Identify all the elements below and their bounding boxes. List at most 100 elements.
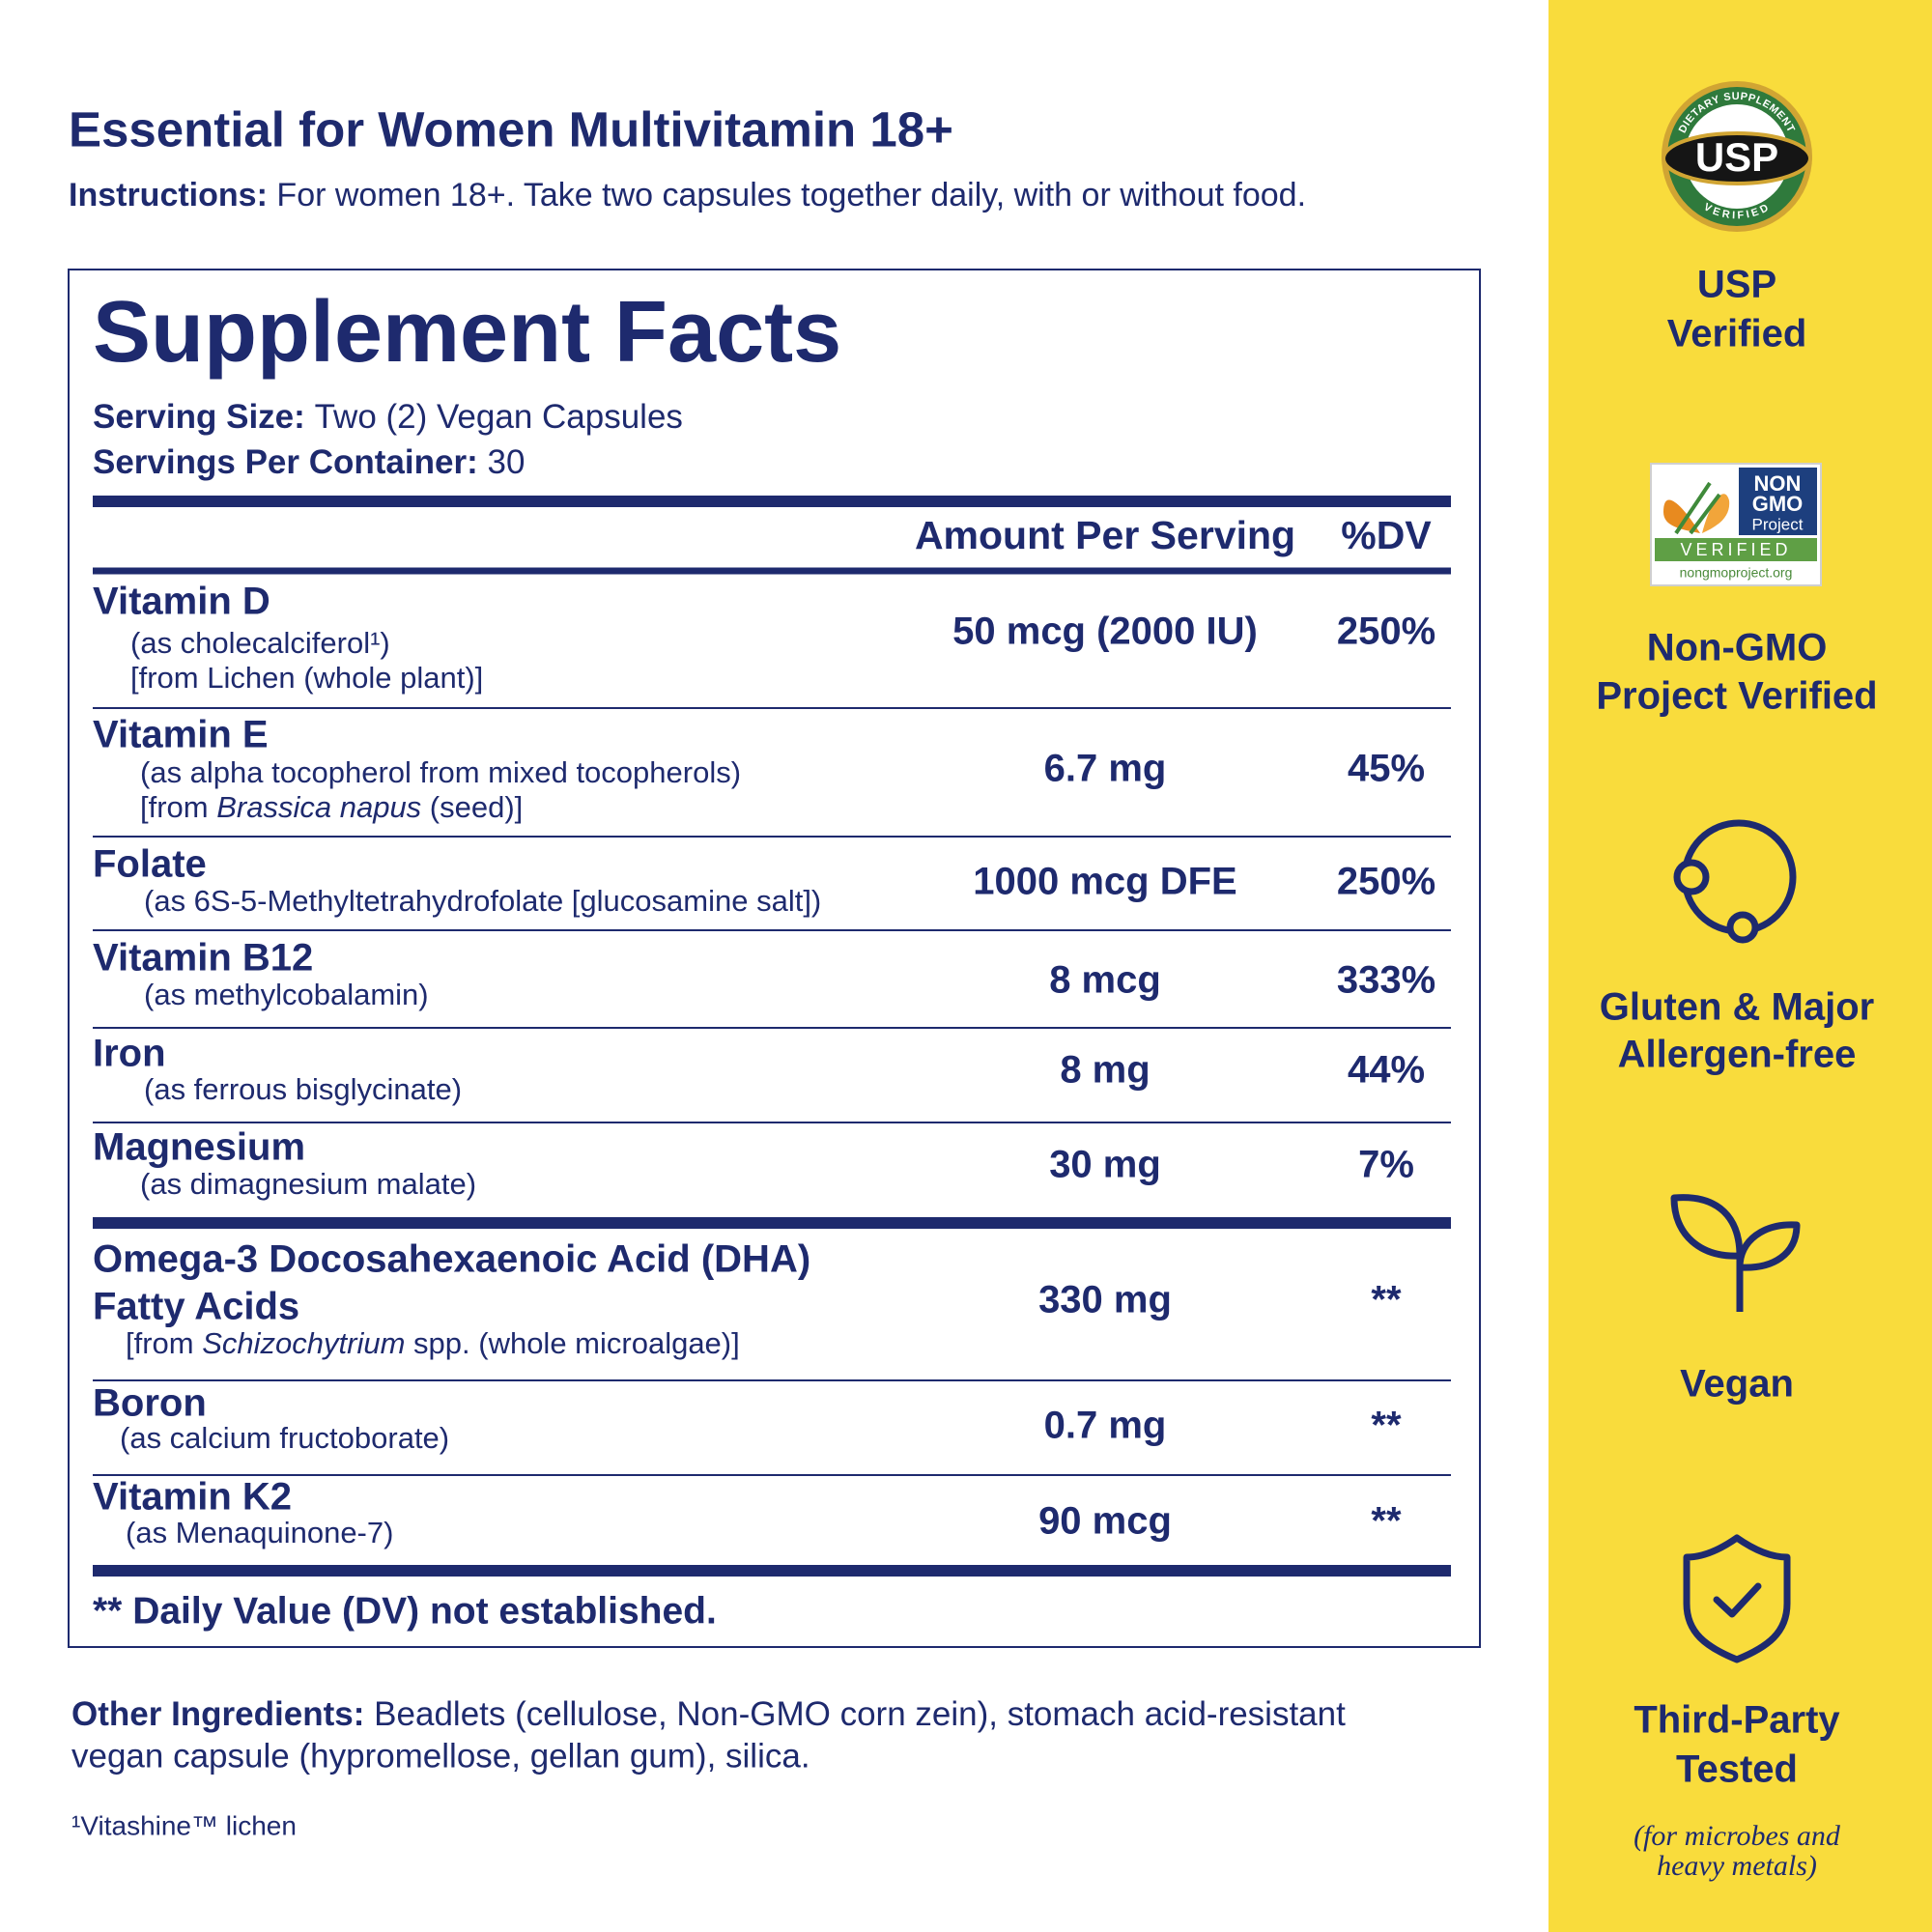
nutrient-name: Fatty Acids (93, 1286, 299, 1328)
row-rule (93, 836, 1451, 838)
other-ingredients-text: Beadlets (cellulose, Non-GMO corn zein),… (374, 1695, 1346, 1733)
facts-title: Supplement Facts (93, 284, 841, 381)
amount: 330 mg (1038, 1279, 1172, 1321)
daily-value: 250% (1337, 611, 1435, 653)
nutrient-detail-part: (as 6S-5-Methyltetrahydrofolate [glucosa… (144, 884, 821, 918)
nutrient-detail-part: Schizochytrium (202, 1326, 405, 1360)
badge-label: Gluten & Major (1600, 986, 1874, 1029)
shield (1683, 1534, 1791, 1663)
nutrient-detail-part: (as calcium fructoborate) (120, 1421, 449, 1455)
badge-label: USP (1697, 264, 1776, 306)
non-gmo-logo: NON GMO Project VERIFIED nongmoproject.o… (1650, 463, 1822, 586)
daily-value: ** (1371, 1500, 1402, 1543)
usp-band (1662, 131, 1812, 185)
row-rule (93, 1122, 1451, 1123)
nutrient-name: Vitamin E (93, 714, 269, 756)
daily-value: 45% (1348, 748, 1425, 790)
badge-note: heavy metals) (1657, 1850, 1817, 1882)
nutrient-name: Folate (93, 843, 207, 886)
nutrient-detail: [from Lichen (whole plant)] (130, 661, 483, 695)
badge-label: Non-GMO (1647, 627, 1828, 669)
nutrient-detail: (as methylcobalamin) (144, 978, 429, 1011)
usp-logo: DIETARY SUPPLEMENT VERIFIED USP (1662, 81, 1812, 232)
other-ingredients: Other Ingredients: Beadlets (cellulose, N… (71, 1695, 1346, 1733)
sprout-leaf (1736, 1221, 1801, 1271)
daily-value: 333% (1337, 959, 1435, 1002)
header-rule (93, 567, 1451, 575)
nutrient-name: Omega-3 Docosahexaenoic Acid (DHA) (93, 1238, 810, 1281)
badge-label: Third-Party (1634, 1699, 1840, 1742)
nutrient-detail-part: (as Menaquinone-7) (126, 1516, 393, 1549)
icon-node (1673, 859, 1710, 895)
shield-icon (1683, 1534, 1791, 1663)
non-gmo-verified: VERIFIED (1680, 540, 1791, 559)
facts-footnote: ** Daily Value (DV) not established. (93, 1590, 717, 1632)
row-rule (93, 929, 1451, 931)
amount: 8 mcg (1049, 959, 1161, 1002)
non-gmo-mark: GMO (1752, 492, 1804, 516)
non-gmo-verified-bar (1655, 538, 1817, 561)
daily-value: ** (1371, 1405, 1402, 1447)
instructions-text: For women 18+. Take two capsules togethe… (276, 177, 1306, 213)
amount: 8 mg (1060, 1049, 1150, 1092)
nutrient-detail: (as cholecalciferol¹) (130, 626, 390, 660)
amount: 6.7 mg (1044, 748, 1167, 790)
badge-label: Vegan (1680, 1363, 1794, 1406)
nutrient-detail: (as 6S-5-Methyltetrahydrofolate [glucosa… (144, 884, 821, 918)
non-gmo-block (1739, 468, 1817, 535)
nutrient-detail-part: (as ferrous bisglycinate) (144, 1072, 462, 1106)
footnote: ¹Vitashine™ lichen (71, 1810, 297, 1840)
nutrient-detail-part: (seed)] (421, 790, 523, 824)
column-header: Amount Per Serving (915, 513, 1295, 557)
serving-size-text: Two (2) Vegan Capsules (315, 398, 683, 436)
amount: 0.7 mg (1044, 1405, 1167, 1447)
column-header: %DV (1341, 513, 1432, 557)
nutrient-name: Vitamin B12 (93, 937, 313, 980)
row-rule (93, 1027, 1451, 1029)
row-rule (93, 1474, 1451, 1476)
servings-label: Servings Per Container: (93, 443, 478, 481)
other-ingredients-label: Other Ingredients: (71, 1695, 364, 1733)
badge-label: Tested (1676, 1748, 1798, 1791)
nutrient-name: Vitamin D (93, 581, 270, 623)
butterfly-leaf (1674, 481, 1721, 535)
nutrient-detail-part: (as alpha tocopherol from mixed tocopher… (140, 755, 741, 789)
row-rule (93, 707, 1451, 709)
nutrient-detail: (as Menaquinone-7) (126, 1516, 393, 1549)
nutrient-detail-part: [from (126, 1326, 202, 1360)
amount: 90 mcg (1038, 1500, 1172, 1543)
nutrient-detail: (as dimagnesium malate) (140, 1167, 476, 1201)
badge-note: (for microbes and (1634, 1820, 1841, 1852)
nutrient-detail-part: [from Lichen (whole plant)] (130, 661, 483, 695)
serving-size-label: Serving Size: (93, 398, 305, 436)
nutrient-detail: (as ferrous bisglycinate) (144, 1072, 462, 1106)
nutrient-detail-part: (as dimagnesium malate) (140, 1167, 476, 1201)
nutrient-name: Vitamin K2 (93, 1476, 292, 1519)
title: Essential for Women Multivitamin 18+ (69, 101, 953, 156)
non-gmo-mark: NON (1754, 471, 1802, 496)
thick-rule (93, 496, 1451, 507)
daily-value: 44% (1348, 1049, 1425, 1092)
badge-label: Project Verified (1596, 675, 1877, 718)
butterfly-wing (1702, 494, 1730, 533)
nutrient-detail-part: Brassica napus (216, 790, 421, 824)
nutrient-detail: [from Brassica napus (seed)] (140, 790, 523, 824)
instructions-label: Instructions: (69, 177, 268, 213)
allergen-icon (1673, 819, 1797, 944)
nutrient-name: Boron (93, 1382, 207, 1425)
vegan-icon (1670, 1194, 1801, 1312)
checkmark (1713, 1582, 1762, 1618)
nutrient-detail: [from Schizochytrium spp. (whole microal… (126, 1326, 740, 1360)
servings-text: 30 (488, 443, 526, 481)
row-rule (93, 1379, 1451, 1381)
instructions: Instructions: For women 18+. Take two cap… (69, 177, 1306, 213)
thick-rule (93, 1565, 1451, 1577)
nutrient-detail-part: (as cholecalciferol¹) (130, 626, 390, 660)
nutrient-detail: (as alpha tocopherol from mixed tocopher… (140, 755, 741, 789)
daily-value: 250% (1337, 861, 1435, 903)
nutrient-detail-part: spp. (whole microalgae)] (405, 1326, 739, 1360)
nutrient-detail-part: [from (140, 790, 216, 824)
